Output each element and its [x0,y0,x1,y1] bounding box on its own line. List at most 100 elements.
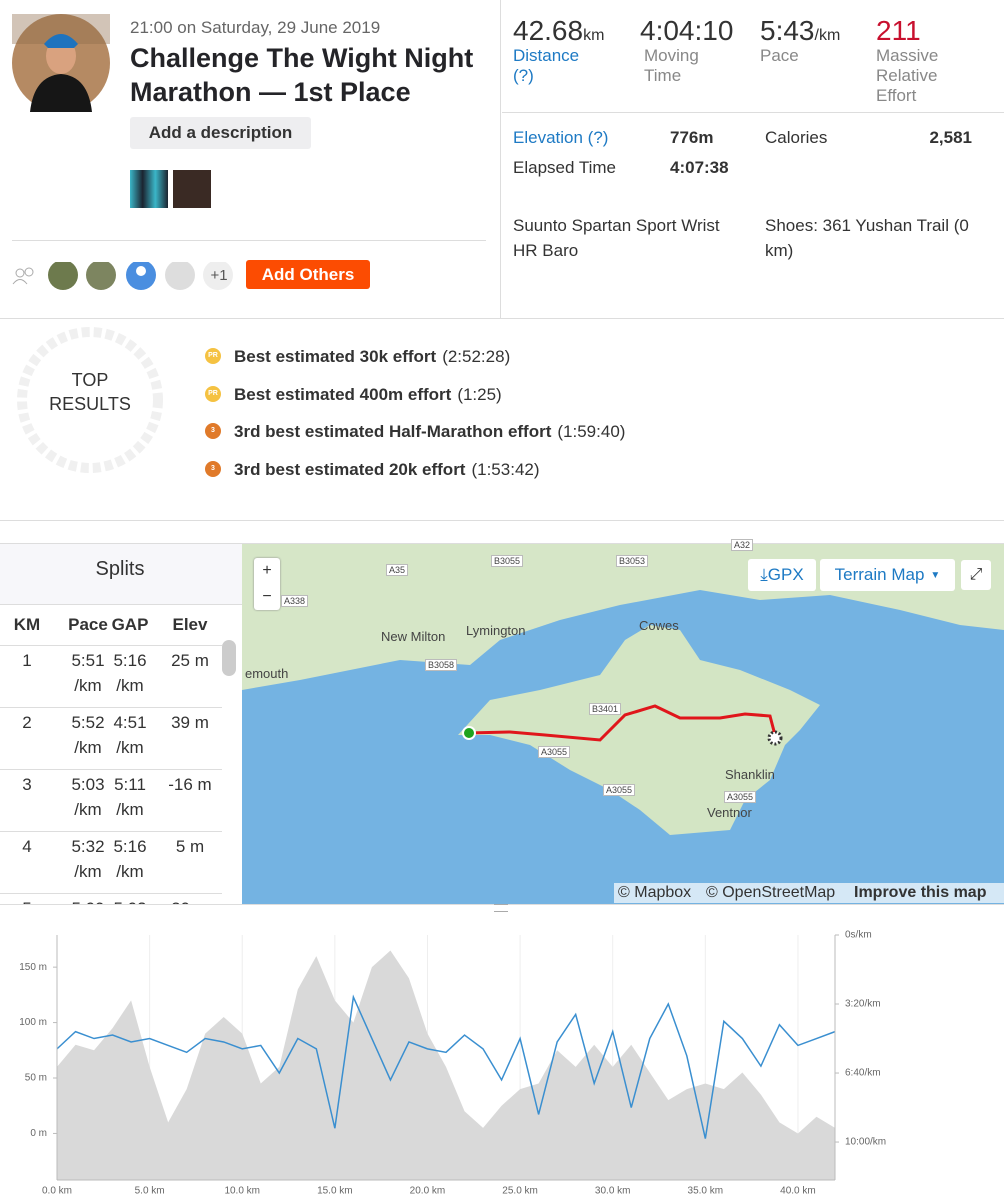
result-effort: 3rd best estimated Half-Marathon effort [234,422,552,441]
result-effort: Best estimated 400m effort [234,384,452,404]
stat: 5:43/km [760,15,840,47]
road-label[interactable]: B3058 [425,659,458,671]
split-cell: 5:52 /km [71,713,105,757]
y-tick-label: 50 m [25,1073,47,1084]
zoom-in[interactable]: + [262,562,272,579]
attribution[interactable]: Improve this map [854,884,987,901]
split-cell: 5:09 /km [66,896,110,905]
place-label[interactable]: Lymington [466,623,526,638]
split-cell: 2 [22,713,32,732]
laurel-icon [17,327,163,473]
shoes: Shoes: 361 Yushan Trail (0 km) [765,216,969,260]
split-cell: 39 m [171,713,209,732]
stat-help[interactable]: (?) [513,66,534,85]
result: 3rd best estimated Half-Marathon effort (… [234,422,631,442]
splits-column-header: GAP [111,615,149,634]
stat-value: 42.68 [513,15,584,46]
x-tick-label: 15.0 km [317,1186,353,1197]
road-label[interactable]: A3055 [603,784,636,796]
kudos-row [12,262,233,290]
place-label[interactable]: Ventnor [707,805,752,820]
result: Best estimated 30k effort (2:52:28) [234,347,516,367]
map-style-dropdown[interactable]: Terrain Map ▼ [820,559,955,591]
split-cell: 5:16 /km [113,651,147,695]
elapsed-value: 4:07:38 [670,158,729,177]
result: Best estimated 400m effort (1:25) [234,385,508,405]
road-label[interactable]: B3055 [491,555,524,567]
split-cell: 5:03 /km [108,896,152,905]
zoom-controls [254,558,280,610]
result-time: (1:53:42) [471,459,540,479]
top-results-title: TOP RESULTS [49,370,131,414]
photo-thumbnail[interactable] [130,170,168,208]
place-label[interactable]: emouth [245,666,289,681]
y2-tick-label: 0s/km [845,930,872,941]
x-tick-label: 5.0 km [135,1186,165,1197]
caret: ▼ [930,569,941,581]
row-divider [0,707,222,708]
gpx-button[interactable]: ⤓ GPX [748,559,816,591]
calories-value: 2,581 [929,128,972,147]
road-label[interactable]: A35 [386,564,409,576]
photo-thumbnail[interactable] [173,170,211,208]
split-cell: 5:03 /km [71,775,105,819]
stat: 42.68km [513,15,604,47]
athlete-avatar[interactable] [12,14,110,112]
stat-label: Moving Time [644,46,699,85]
split-cell: 4 [22,837,32,856]
road-label[interactable]: A3055 [538,746,571,758]
attribution[interactable]: © OpenStreetMap [706,884,836,901]
zoom-out[interactable]: − [262,588,272,605]
place-label[interactable]: Cowes [639,618,679,633]
split-cell: 5:11 /km [114,775,146,819]
y-tick-label: 0 m [30,1128,47,1139]
x-tick-label: 0.0 km [42,1186,72,1197]
add-description-button[interactable]: Add a description [130,117,311,149]
add-others-button[interactable]: Add Others [246,260,370,289]
stat-label[interactable]: Distance [513,46,580,65]
elevation-area [57,950,835,1180]
split-cell: -16 m [168,775,212,794]
road-label[interactable]: A338 [281,595,309,607]
others-count[interactable]: +1 [210,266,228,284]
road-label[interactable]: A3055 [724,791,757,803]
place-label[interactable]: New Milton [381,629,446,644]
splits-header [0,544,242,604]
pace-line [56,994,836,1139]
stat-unit: km [583,27,605,44]
x-tick-label: 40.0 km [780,1186,816,1197]
scrollbar[interactable] [222,640,236,676]
result-badge: PR [205,348,221,364]
row-divider [0,769,222,770]
place-label[interactable]: Shanklin [725,767,775,782]
divider [500,0,501,318]
result: 3rd best estimated 20k effort (1:53:42) [234,460,546,480]
y-tick-label: 150 m [19,962,47,973]
row-divider [0,893,222,894]
map-style-label: Terrain Map [834,565,925,584]
y2-tick-label: 6:40/km [845,1068,881,1079]
stat-value: 4:04:10 [640,15,734,46]
road-label[interactable]: B3401 [589,703,622,715]
split-cell: 3 [22,775,32,794]
attribution[interactable]: © Mapbox [618,884,692,901]
result-effort: 3rd best estimated 20k effort [234,459,466,479]
road-label[interactable]: A32 [731,539,754,551]
road-label[interactable]: B3053 [616,555,649,567]
elevation-label[interactable]: Elevation (?) [513,128,609,147]
result-badge: 3 [205,423,221,439]
splits-title: Splits [95,558,145,580]
y2-tick-label: 10:00/km [845,1137,886,1148]
device: Suunto Spartan Sport Wrist HR Baro [513,216,720,260]
resize-handle[interactable] [494,904,508,912]
stat-value: 211 [876,15,921,46]
download-icon: ⤓ [760,565,768,584]
activity-date: 21:00 on Saturday, 29 June 2019 [130,18,381,37]
map[interactable] [242,544,1004,904]
result-time: (1:25) [457,384,502,404]
result-badge: 3 [205,460,221,477]
row-divider [0,645,222,646]
attribution-bar [614,883,1004,903]
splits-table: KM Pace GAP Elev 1 5:51 /km 5:16 /km 25 m 2 5:52 … [0,604,242,905]
fullscreen-button[interactable]: ⤢ [961,560,991,590]
